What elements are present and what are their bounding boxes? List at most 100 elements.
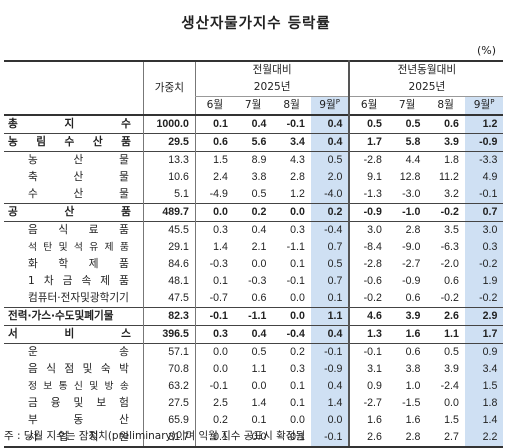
row-label-text: 농 산 물 xyxy=(28,154,129,166)
table-row-major: 전력·가스·수도및폐기물 82.3 -0.1 -1.1 0.0 1.1 4.6 3.9 2.6 2… xyxy=(4,307,504,326)
weight-cell: 1000.0 xyxy=(142,115,196,134)
mom-cell: 0.1 xyxy=(310,290,350,308)
row-label: 정 보 통 신 및 방 송 xyxy=(4,378,143,395)
mom-cell: 0.0 xyxy=(290,206,305,218)
unit-label: (%) xyxy=(476,44,496,57)
mom-cell: 1.4 xyxy=(310,395,350,412)
row-label-text: 농 림 수 산 품 xyxy=(8,136,131,148)
yoy-cell: 1.1 xyxy=(444,328,459,340)
yoy-cell: 0.3 xyxy=(464,239,504,256)
row-label: 석 탄 및 석 유 제 품 xyxy=(4,239,143,256)
mom-cell: 0.5 xyxy=(310,256,350,273)
mom-cell: 0.0 xyxy=(290,310,305,322)
yoy-cell: 0.5 xyxy=(348,115,388,134)
yoy-cell: 5.8 xyxy=(405,136,421,148)
month-header: 6월 xyxy=(194,96,234,115)
yoy-cell: 1.6 xyxy=(405,414,421,426)
yoy-cell: 12.8 xyxy=(399,171,421,183)
mom-cell: 1.4 xyxy=(251,397,267,409)
yoy-cell: 0.6 xyxy=(405,292,421,304)
table-row-major: 농 림 수 산 품 29.5 0.6 5.6 3.4 0.4 1.7 5.8 3.9 -0.9 xyxy=(4,133,504,152)
weight-cell: 13.3 xyxy=(142,151,196,169)
mom-cell: 0.4 xyxy=(310,325,350,344)
mom-cell: 2.4 xyxy=(194,169,234,186)
mom-cell: 0.4 xyxy=(310,115,350,134)
yoy-cell: -1.3 xyxy=(348,186,388,204)
row-label: 컴퓨터·전자및광학기기 xyxy=(4,290,143,308)
mom-cell: 0.0 xyxy=(194,361,234,378)
mom-cell: -4.0 xyxy=(310,186,350,204)
table-row: 운 송 57.1 0.0 0.5 0.2 -0.1 -0.1 0.6 0.5 0.9 xyxy=(4,343,504,361)
mom-cell: -0.3 xyxy=(194,256,234,273)
yoy-cell: 3.1 xyxy=(348,361,388,378)
mom-cell: 0.2 xyxy=(194,412,234,429)
row-label-text: 사 업 지 원 xyxy=(28,431,129,443)
yoy-cell: 4.4 xyxy=(405,154,421,166)
mom-cell: 0.1 xyxy=(251,414,267,426)
mom-cell: 0.6 xyxy=(251,292,267,304)
table-row: 수 산 물 5.1 -4.9 0.5 1.2 -4.0 -1.3 -3.0 3.2 -0.1 xyxy=(4,186,504,204)
row-label: 수 산 물 xyxy=(4,186,143,204)
mom-cell: 0.2 xyxy=(290,346,305,358)
row-label: 농 산 물 xyxy=(4,152,143,170)
row-label-text: 음 식 점 및 숙 박 xyxy=(28,363,129,375)
yoy-cell: 3.9 xyxy=(405,310,421,322)
yoy-cell: 2.2 xyxy=(464,429,504,448)
mom-cell: 0.0 xyxy=(233,429,273,448)
yoy-cell: -6.3 xyxy=(440,241,459,253)
mom-cell: 0.5 xyxy=(310,151,350,169)
yoy-cell: 2.8 xyxy=(387,429,427,448)
yoy-cell: 3.0 xyxy=(464,221,504,239)
weight-cell: 84.6 xyxy=(142,256,196,273)
mom-cell: 0.0 xyxy=(290,292,305,304)
yoy-cell: 0.6 xyxy=(444,275,459,287)
mom-cell: 0.3 xyxy=(290,224,305,236)
yoy-cell: 0.0 xyxy=(444,397,459,409)
mom-cell: 0.4 xyxy=(251,328,267,340)
mom-cell: 2.5 xyxy=(194,395,234,412)
yoy-cell: 3.5 xyxy=(444,224,459,236)
mom-cell: 0.2 xyxy=(251,206,267,218)
weight-cell: 29.1 xyxy=(142,239,196,256)
mom-cell: 1.1 xyxy=(251,363,267,375)
table-row: 화 학 제 품 84.6 -0.3 0.0 0.1 0.5 -2.8 -2.7 -2.0 -0.2 xyxy=(4,256,504,273)
yoy-cell: 0.5 xyxy=(444,346,459,358)
table-row-major: 공 산 품 489.7 0.0 0.2 0.0 0.2 -0.9 -1.0 -0.2 0.7 xyxy=(4,203,504,222)
row-label: 금 융 및 보 험 xyxy=(4,395,143,412)
mom-cell: 0.7 xyxy=(310,273,350,290)
mom-cell: 0.0 xyxy=(194,203,234,222)
mom-cell: 0.6 xyxy=(194,133,234,152)
yoy-cell: -2.0 xyxy=(440,258,459,270)
yoy-cell: 2.9 xyxy=(464,307,504,326)
mom-cell: 0.3 xyxy=(194,325,234,344)
yoy-cell: -2.7 xyxy=(348,395,388,412)
row-label: 축 산 물 xyxy=(4,169,143,186)
mom-cell: 0.4 xyxy=(251,224,267,236)
yoy-group-header: 전년동월대비 xyxy=(348,61,504,79)
mom-cell: 5.6 xyxy=(251,136,267,148)
yoy-cell: -2.8 xyxy=(348,256,388,273)
yoy-cell: -1.0 xyxy=(402,206,421,218)
yoy-cell: 9.1 xyxy=(348,169,388,186)
yoy-cell: 2.7 xyxy=(426,429,465,448)
table-row: 석 탄 및 석 유 제 품 29.1 1.4 2.1 -1.1 0.7 -8.4 -9.0 -6… xyxy=(4,239,504,256)
mom-cell: 0.5 xyxy=(251,188,267,200)
mom-cell: 0.5 xyxy=(251,346,267,358)
mom-cell: -0.7 xyxy=(194,290,234,308)
mom-cell: 0.1 xyxy=(290,258,305,270)
yoy-year-header: 2025년 xyxy=(348,79,504,97)
mom-cell: 3.4 xyxy=(290,136,305,148)
month-header: 8월 xyxy=(437,99,454,111)
yoy-cell: 0.7 xyxy=(464,203,504,222)
yoy-cell: 2.6 xyxy=(444,310,459,322)
row-label: 공 산 품 xyxy=(4,204,143,222)
weight-cell: 5.1 xyxy=(142,186,196,204)
footnote: 주 : 당월 지수는 잠정치(preliminary)이며 익월 지수 공표시 … xyxy=(4,430,306,442)
mom-cell: 3.8 xyxy=(251,171,267,183)
yoy-cell: -0.2 xyxy=(440,206,459,218)
yoy-cell: 1.4 xyxy=(464,412,504,429)
yoy-cell: 1.6 xyxy=(348,412,388,429)
mom-cell: 0.1 xyxy=(194,115,234,134)
yoy-cell: -0.9 xyxy=(464,133,504,152)
weight-cell: 27.5 xyxy=(142,395,196,412)
